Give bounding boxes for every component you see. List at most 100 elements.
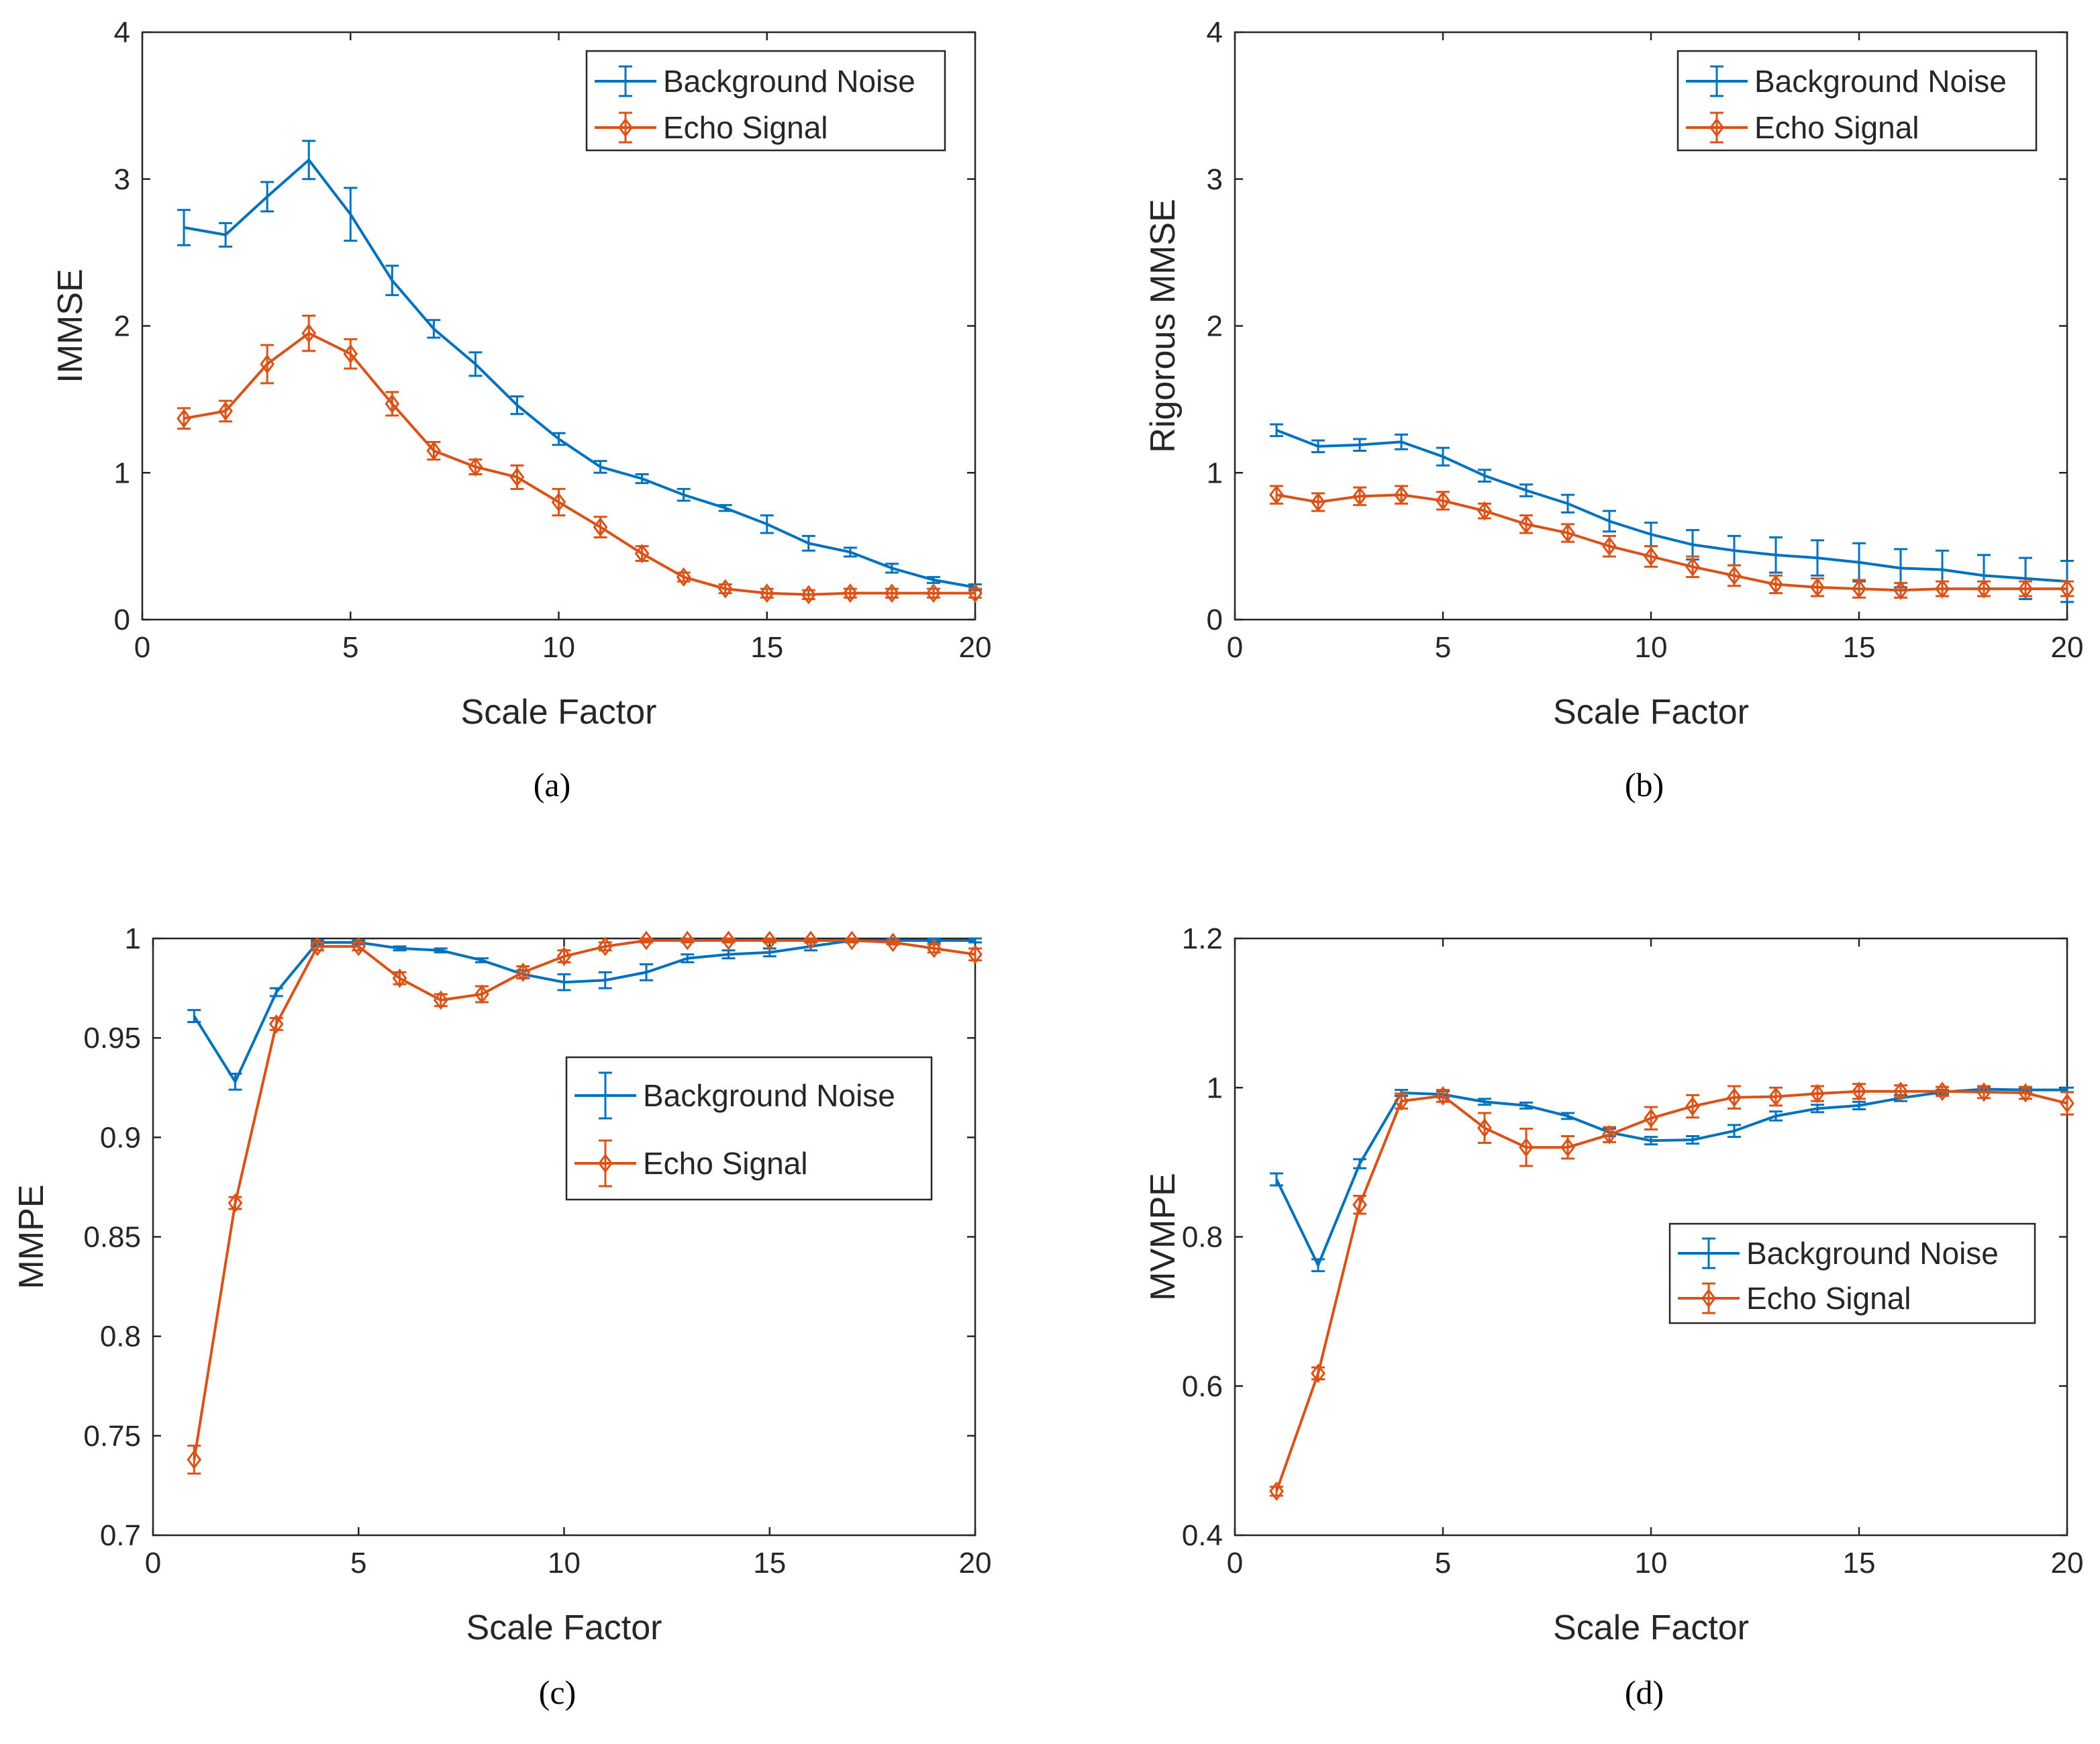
data-point-marker	[759, 583, 774, 603]
y-tick-label: 3	[1207, 163, 1223, 196]
x-axis-label: Scale Factor	[1553, 693, 1749, 732]
legend-box	[1677, 50, 2038, 152]
legend-marker	[1701, 1288, 1716, 1308]
data-point-marker	[842, 583, 858, 603]
data-point-marker	[1519, 1137, 1534, 1157]
y-tick-label: 1	[114, 456, 130, 489]
panel-a: 0 5 10 15 20 0 1 2 3 4 Scale Factor IMMSE (a) Backgro…	[51, 16, 991, 804]
data-point-marker	[968, 583, 983, 603]
data-point-marker	[1810, 1083, 1825, 1104]
legend-box	[585, 50, 946, 152]
data-point-marker	[1602, 1124, 1617, 1145]
x-tick-label: 15	[1843, 631, 1876, 664]
data-point-marker	[597, 936, 613, 957]
data-point-marker	[474, 984, 489, 1004]
data-point-marker	[1436, 491, 1450, 511]
y-tick-label: 2	[114, 310, 130, 343]
x-tick-label: 5	[342, 631, 358, 664]
y-tick-label: 3	[114, 163, 130, 196]
x-tick-label: 5	[1435, 1547, 1451, 1580]
y-axis-label: MMPE	[12, 1185, 51, 1290]
legend-label: Echo Signal	[663, 110, 828, 145]
data-point-marker	[968, 944, 983, 965]
panel-b: 0 5 10 15 20 0 1 2 3 4 Scale Factor Rigorous MMSE (b…	[1144, 16, 2083, 804]
legend-label: Background Noise	[663, 64, 915, 99]
data-point-marker	[268, 1014, 284, 1034]
data-point-marker	[717, 579, 733, 599]
x-tick-label: 0	[145, 1547, 161, 1580]
data-point-marker	[385, 393, 400, 414]
y-tick-label: 0.4	[1182, 1519, 1223, 1552]
data-point-marker	[1436, 1085, 1450, 1106]
data-point-marker	[1560, 1137, 1575, 1157]
data-point-marker	[1893, 580, 1908, 600]
y-tick-label: 4	[114, 16, 130, 49]
x-axis-label: Scale Factor	[466, 1608, 662, 1647]
data-point-marker	[187, 1449, 202, 1469]
x-tick-label: 20	[959, 1547, 992, 1580]
data-point-marker	[1977, 579, 1991, 599]
data-point-marker	[2018, 579, 2033, 599]
data-point-marker	[1311, 492, 1326, 512]
data-point-marker	[310, 936, 325, 957]
series-line-background-noise	[1275, 1087, 2067, 1269]
legend-label: Echo Signal	[1746, 1281, 1911, 1316]
y-tick-label: 0.7	[100, 1519, 141, 1552]
y-axis-label: MVMPE	[1144, 1173, 1183, 1301]
x-tick-label: 15	[753, 1547, 786, 1580]
data-point-marker	[515, 962, 531, 982]
data-point-marker	[844, 930, 860, 951]
legend-label: Echo Signal	[1754, 110, 1919, 145]
data-point-marker	[926, 583, 941, 603]
data-point-marker	[1269, 1481, 1284, 1501]
legend-label: Background Noise	[1754, 64, 2007, 99]
legend-marker	[618, 117, 633, 138]
data-point-marker	[1519, 514, 1534, 534]
legend-label: Echo Signal	[643, 1146, 808, 1181]
x-tick-label: 0	[1227, 631, 1243, 664]
data-point-marker	[218, 401, 233, 421]
data-point-marker	[551, 492, 566, 512]
panel-caption: (c)	[539, 1674, 577, 1711]
y-tick-label: 2	[1207, 310, 1223, 343]
data-point-marker	[721, 930, 736, 951]
y-axis-label: Rigorous MMSE	[1144, 199, 1183, 453]
data-point-marker	[1311, 1363, 1326, 1384]
legend-box	[565, 1056, 933, 1201]
data-point-marker	[1852, 1081, 1866, 1102]
x-tick-label: 10	[1635, 631, 1668, 664]
y-tick-label: 0.8	[1182, 1221, 1223, 1254]
data-point-marker	[260, 354, 275, 374]
x-tick-label: 10	[548, 1547, 581, 1580]
data-point-marker	[1352, 1195, 1367, 1215]
data-point-marker	[351, 936, 366, 957]
data-point-marker	[556, 947, 572, 967]
y-tick-label: 4	[1207, 16, 1223, 49]
y-tick-label: 1	[1207, 1071, 1223, 1104]
data-point-marker	[885, 583, 899, 603]
data-point-marker	[676, 567, 691, 587]
y-tick-label: 0.6	[1182, 1370, 1223, 1403]
data-point-marker	[2060, 579, 2074, 599]
data-point-marker	[1977, 1082, 1991, 1102]
legend-marker	[1709, 117, 1724, 138]
legend-label: Background Noise	[643, 1078, 895, 1113]
series-line-background-noise	[1276, 428, 2068, 583]
panel-caption: (a)	[534, 766, 571, 804]
data-point-marker	[680, 930, 695, 951]
panel-caption: (b)	[1625, 766, 1664, 804]
x-tick-label: 5	[350, 1547, 366, 1580]
series-line-background-noise	[183, 158, 976, 589]
axes-box	[152, 937, 977, 1537]
data-point-marker	[639, 930, 654, 951]
data-point-marker	[1269, 485, 1284, 505]
data-point-marker	[426, 440, 442, 461]
x-tick-label: 10	[542, 631, 575, 664]
data-point-marker	[1810, 577, 1825, 597]
data-point-marker	[1644, 1108, 1658, 1128]
data-point-marker	[1394, 485, 1409, 505]
y-tick-label: 1	[125, 922, 141, 955]
x-tick-label: 0	[1227, 1547, 1243, 1580]
panel-d: 0 5 10 15 20 0.4 0.6 0.8 1 1.2 Scale Factor MVMPE (d…	[1144, 922, 2083, 1711]
